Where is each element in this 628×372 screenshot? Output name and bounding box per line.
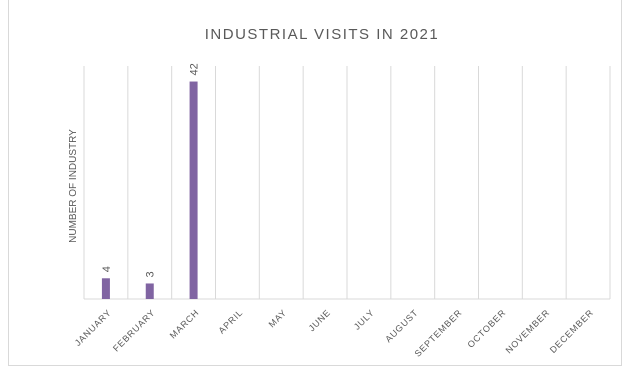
data-label: 42 [189, 63, 201, 75]
gridlines [83, 66, 611, 300]
x-tick-label: MAY [267, 307, 289, 329]
bar-january [101, 278, 110, 299]
x-tick-label: NOVEMBER [504, 307, 552, 355]
data-labels: 4 3 42 [101, 63, 201, 277]
x-tick-label: AUGUST [383, 307, 420, 344]
y-axis-label: NUMBER OF INDUSTRY [68, 129, 79, 243]
bar-february [145, 283, 154, 299]
x-tick-label: JUNE [307, 307, 333, 333]
bar-march [189, 81, 198, 300]
x-tick-label: FEBRUARY [111, 307, 157, 353]
x-tick-label: SEPTEMBER [413, 307, 464, 358]
bars [101, 81, 198, 300]
x-tick-label: JANUARY [73, 307, 114, 348]
x-tick-label: APRIL [217, 307, 245, 335]
chart-title: INDUSTRIAL VISITS IN 2021 [205, 26, 440, 43]
chart-frame [8, 0, 622, 366]
x-tick-label: JULY [352, 307, 376, 331]
data-label: 3 [145, 271, 157, 277]
x-tick-label: MARCH [168, 307, 201, 340]
data-label: 4 [101, 266, 113, 272]
x-tick-label: OCTOBER [465, 307, 507, 349]
x-tick-label: DECEMBER [548, 307, 596, 355]
